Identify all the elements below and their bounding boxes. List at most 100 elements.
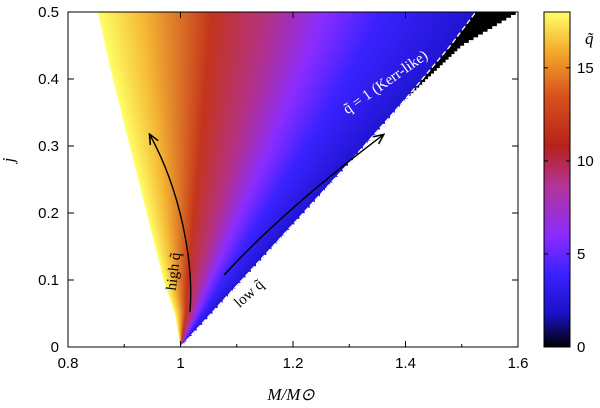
region-strip — [101, 25, 465, 29]
region-strip — [167, 290, 231, 295]
region-strip — [174, 310, 213, 314]
region-strip — [143, 198, 315, 203]
low-q-strip — [428, 70, 434, 74]
region-strip — [117, 95, 408, 99]
parameter-region — [98, 12, 516, 347]
colorbar — [543, 11, 571, 348]
region-strip — [176, 324, 200, 328]
region-strip — [130, 148, 361, 152]
region-strip — [173, 307, 216, 311]
region-strip — [144, 204, 310, 208]
low-q-strip — [474, 12, 516, 15]
region-strip — [152, 232, 285, 236]
region-strip — [147, 212, 303, 216]
low-q-strip — [442, 53, 452, 57]
region-strip — [159, 260, 259, 264]
region-strip — [116, 92, 410, 96]
region-strip — [140, 187, 326, 191]
region-strip — [108, 59, 438, 63]
region-strip — [123, 117, 388, 122]
region-strip — [166, 288, 234, 292]
region-strip — [126, 131, 376, 136]
colorbar-tick-label: 5 — [577, 246, 585, 263]
region-strip — [175, 313, 210, 317]
region-strip — [179, 338, 187, 342]
region-strip — [130, 145, 363, 149]
region-strip — [109, 62, 436, 66]
region-strip — [100, 22, 467, 27]
low-q-strip — [466, 22, 497, 27]
region-strip — [171, 302, 221, 306]
region-strip — [165, 285, 236, 289]
region-strip — [110, 64, 433, 69]
region-strip — [161, 268, 251, 272]
region-strip — [154, 240, 277, 244]
region-strip — [102, 31, 460, 35]
region-strip — [122, 115, 390, 119]
region-strip — [114, 84, 417, 88]
region-strip — [162, 274, 246, 278]
x-tick-label: 1.6 — [508, 355, 529, 372]
region-strip — [119, 103, 400, 108]
region-strip — [114, 81, 419, 85]
region-strip — [151, 229, 287, 233]
y-tick-label: 0.5 — [38, 4, 59, 21]
region-strip — [137, 173, 338, 177]
low-q-strip — [464, 25, 493, 29]
y-tick-label: 0 — [51, 339, 59, 356]
region-strip — [145, 207, 308, 211]
low-q-strip — [446, 48, 458, 52]
region-strip — [178, 335, 190, 339]
region-strip — [172, 304, 218, 309]
low-q-strip — [423, 76, 429, 80]
low-q-strip — [439, 56, 449, 60]
low-q-strip — [472, 14, 511, 18]
low-q-strip — [459, 31, 483, 35]
region-strip — [106, 50, 445, 55]
low-q-strip — [451, 42, 465, 46]
region-strip — [138, 179, 333, 183]
x-axis-title: M/M⊙ — [266, 385, 315, 404]
low-q-strip — [421, 78, 426, 82]
y-axis-title: j — [0, 157, 18, 164]
region-strip — [132, 154, 356, 158]
region-strip — [121, 109, 395, 113]
region-strip — [177, 327, 198, 331]
region-strip — [111, 70, 429, 74]
y-tick-label: 0.4 — [38, 71, 59, 88]
low-q-strip — [468, 20, 502, 24]
region-strip — [127, 134, 373, 138]
region-strip — [128, 137, 371, 141]
low-q-strip — [418, 81, 423, 85]
region-strip — [160, 265, 254, 270]
x-tick-label: 1 — [176, 355, 184, 372]
region-strip — [106, 48, 447, 52]
low-q-strip — [435, 62, 443, 66]
region-strip — [100, 20, 469, 24]
region-strip — [121, 112, 393, 116]
region-strip — [142, 196, 318, 200]
colorbar-tick-label: 0 — [577, 339, 585, 356]
region-strip — [98, 14, 473, 18]
region-strip — [157, 254, 264, 258]
region-strip — [177, 330, 195, 334]
colorbar-tick-label: 15 — [577, 60, 594, 77]
region-strip — [129, 143, 366, 147]
region-strip — [124, 123, 383, 127]
region-strip — [123, 120, 386, 124]
region-strip — [110, 67, 431, 71]
region-strip — [165, 282, 239, 286]
high-q-label: high q̃ — [164, 251, 185, 291]
kerr-line — [180, 12, 477, 347]
region-strip — [141, 190, 323, 194]
low-q-strip — [432, 64, 440, 69]
region-strip — [155, 246, 272, 250]
region-strip — [161, 271, 249, 275]
region-strip — [126, 129, 378, 133]
colorbar-title: q̃ — [585, 29, 594, 48]
region-strip — [139, 182, 331, 186]
region-strip — [133, 159, 351, 163]
region-strip — [175, 316, 208, 320]
plot-area — [98, 12, 516, 347]
